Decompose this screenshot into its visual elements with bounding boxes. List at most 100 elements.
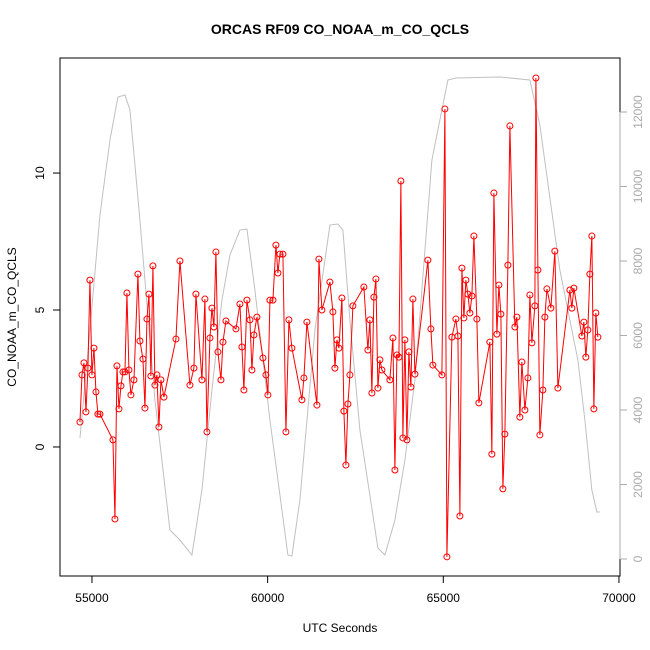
data-point bbox=[391, 466, 399, 474]
data-point bbox=[403, 436, 411, 444]
data-point bbox=[578, 332, 586, 340]
data-point bbox=[238, 343, 246, 351]
data-point bbox=[201, 295, 209, 303]
data-point bbox=[518, 358, 526, 366]
data-point bbox=[466, 309, 474, 317]
y2-tick-label: 10000 bbox=[631, 170, 645, 204]
data-point bbox=[568, 304, 576, 312]
data-point bbox=[333, 336, 341, 344]
data-point bbox=[366, 316, 374, 324]
data-point bbox=[212, 248, 220, 256]
y2-tick-label: 0 bbox=[631, 555, 645, 562]
series-line bbox=[79, 77, 599, 557]
data-point bbox=[393, 351, 401, 359]
data-point bbox=[405, 348, 413, 356]
data-point bbox=[217, 376, 225, 384]
data-point bbox=[269, 296, 277, 304]
x-tick-label: 55000 bbox=[75, 591, 109, 605]
data-point bbox=[516, 413, 524, 421]
data-point bbox=[136, 337, 144, 345]
data-point bbox=[117, 382, 125, 390]
data-point bbox=[92, 388, 100, 396]
data-point bbox=[566, 286, 574, 294]
data-point bbox=[554, 384, 562, 392]
data-point bbox=[276, 250, 284, 258]
data-point bbox=[94, 410, 102, 418]
data-point bbox=[378, 366, 386, 374]
data-point bbox=[155, 423, 163, 431]
data-point bbox=[127, 391, 135, 399]
data-point bbox=[590, 405, 598, 413]
data-point bbox=[584, 326, 592, 334]
data-point bbox=[198, 376, 206, 384]
data-point bbox=[331, 364, 339, 372]
data-point bbox=[513, 313, 521, 321]
data-point bbox=[526, 291, 534, 299]
data-point bbox=[82, 408, 90, 416]
data-point bbox=[429, 361, 437, 369]
data-point bbox=[532, 74, 540, 82]
data-point bbox=[488, 450, 496, 458]
data-point bbox=[407, 383, 415, 391]
x-tick-label: 65000 bbox=[427, 591, 461, 605]
data-point bbox=[160, 393, 168, 401]
data-point bbox=[534, 266, 542, 274]
data-point bbox=[111, 515, 119, 523]
data-point bbox=[119, 368, 127, 376]
data-point bbox=[349, 302, 357, 310]
data-point bbox=[506, 122, 514, 130]
data-point bbox=[539, 386, 547, 394]
data-point bbox=[504, 261, 512, 269]
data-point bbox=[157, 376, 165, 384]
data-point bbox=[318, 306, 326, 314]
data-point bbox=[125, 366, 133, 374]
data-point bbox=[531, 302, 539, 310]
data-point bbox=[222, 317, 230, 325]
data-point bbox=[340, 407, 348, 415]
data-point bbox=[141, 404, 149, 412]
data-point bbox=[274, 269, 282, 277]
data-point bbox=[399, 434, 407, 442]
data-point bbox=[288, 344, 296, 352]
data-point bbox=[368, 389, 376, 397]
data-point bbox=[88, 371, 96, 379]
data-point bbox=[315, 255, 323, 263]
data-point bbox=[346, 371, 354, 379]
data-point bbox=[76, 418, 84, 426]
data-point bbox=[397, 177, 405, 185]
data-point bbox=[253, 313, 261, 321]
data-point bbox=[90, 344, 98, 352]
data-point bbox=[279, 250, 287, 258]
data-point bbox=[153, 371, 161, 379]
data-point bbox=[499, 485, 507, 493]
data-point bbox=[543, 285, 551, 293]
data-point bbox=[113, 362, 121, 370]
data-point bbox=[524, 374, 532, 382]
data-point bbox=[427, 325, 435, 333]
y-tick-label: 5 bbox=[33, 306, 47, 313]
data-point bbox=[121, 368, 129, 376]
data-point bbox=[313, 401, 321, 409]
data-point bbox=[243, 296, 251, 304]
data-point bbox=[262, 371, 270, 379]
data-point bbox=[203, 428, 211, 436]
data-point bbox=[521, 406, 529, 414]
data-point bbox=[80, 359, 88, 367]
data-point bbox=[395, 353, 403, 361]
data-point bbox=[240, 386, 248, 394]
data-point bbox=[208, 304, 216, 312]
data-point bbox=[172, 335, 180, 343]
data-point bbox=[541, 313, 549, 321]
data-point bbox=[298, 396, 306, 404]
data-point bbox=[460, 314, 468, 322]
data-point bbox=[580, 318, 588, 326]
data-point bbox=[452, 315, 460, 323]
data-point bbox=[219, 338, 227, 346]
x-axis-label: UTC Seconds bbox=[303, 621, 378, 635]
data-point bbox=[411, 370, 419, 378]
data-point bbox=[326, 278, 334, 286]
data-point bbox=[264, 391, 272, 399]
data-point bbox=[134, 270, 142, 278]
